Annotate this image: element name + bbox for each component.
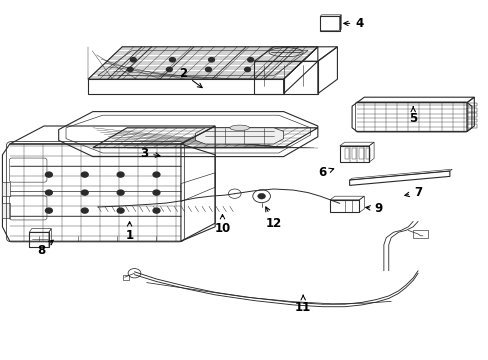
Circle shape: [45, 190, 52, 195]
Circle shape: [257, 193, 265, 199]
Circle shape: [166, 67, 172, 72]
Text: 2: 2: [179, 67, 202, 88]
Circle shape: [117, 172, 124, 177]
Circle shape: [130, 58, 136, 62]
Circle shape: [169, 58, 175, 62]
Text: 7: 7: [404, 186, 421, 199]
Circle shape: [208, 58, 214, 62]
Text: 4: 4: [343, 17, 363, 30]
Circle shape: [81, 190, 88, 195]
Text: 9: 9: [365, 202, 382, 215]
Text: 6: 6: [318, 166, 333, 179]
Circle shape: [127, 67, 133, 72]
Circle shape: [205, 67, 211, 72]
Text: 10: 10: [214, 215, 230, 235]
Circle shape: [117, 190, 124, 195]
Circle shape: [244, 67, 250, 72]
Circle shape: [45, 208, 52, 213]
Circle shape: [153, 190, 160, 195]
Text: 3: 3: [140, 147, 160, 159]
Circle shape: [153, 172, 160, 177]
Text: 11: 11: [294, 295, 311, 314]
Circle shape: [45, 172, 52, 177]
Circle shape: [153, 208, 160, 213]
Ellipse shape: [229, 125, 249, 130]
Polygon shape: [2, 203, 10, 218]
Polygon shape: [2, 182, 10, 196]
Text: 1: 1: [125, 222, 133, 242]
Text: 5: 5: [408, 107, 416, 125]
Text: 12: 12: [265, 207, 282, 230]
Circle shape: [81, 172, 88, 177]
Text: 8: 8: [38, 240, 53, 257]
Circle shape: [247, 58, 253, 62]
Polygon shape: [195, 128, 283, 144]
Circle shape: [117, 208, 124, 213]
Circle shape: [81, 208, 88, 213]
